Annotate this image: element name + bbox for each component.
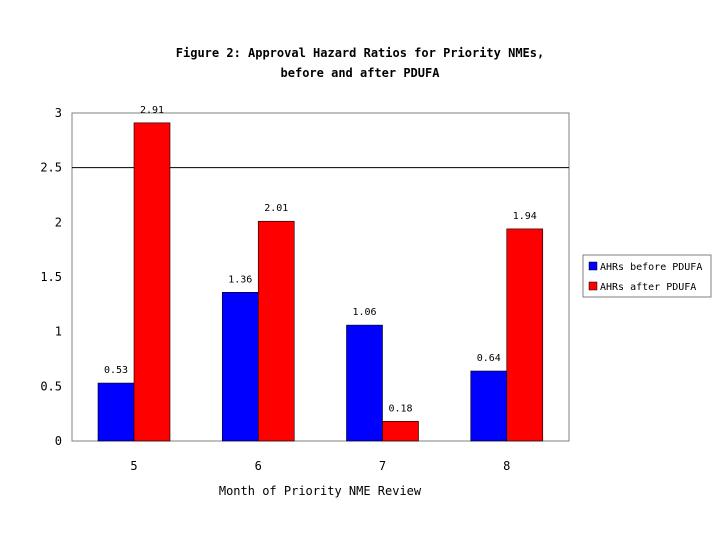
data-label-after-8: 1.94	[513, 211, 537, 222]
y-tick-label: 3	[55, 106, 62, 120]
y-tick-label: 1	[55, 325, 62, 339]
bars-layer	[97, 122, 544, 442]
chart-title-line-1: Figure 2: Approval Hazard Ratios for Pri…	[175, 46, 545, 60]
bar-after-8	[506, 228, 544, 442]
bar-after-6	[257, 220, 295, 442]
bar-before-6	[221, 292, 259, 442]
data-label-before-5: 0.53	[104, 365, 128, 376]
chart-title-line-2: before and after PDUFA	[280, 66, 440, 80]
legend-label-before: AHRs before PDUFA	[600, 262, 702, 273]
y-axis-ticks: 0 0.5 1 1.5 2 2.5 3	[40, 106, 62, 448]
bar-after-5	[133, 122, 171, 442]
y-tick-label: 2.5	[40, 161, 62, 175]
bar-before-8	[470, 370, 508, 442]
x-tick-label: 8	[503, 459, 510, 473]
data-label-after-5: 2.91	[140, 105, 164, 116]
y-tick-label: 0	[55, 434, 62, 448]
y-tick-label: 1.5	[40, 270, 62, 284]
bar-before-5	[97, 382, 135, 442]
x-tick-label: 5	[130, 459, 137, 473]
legend-label-after: AHRs after PDUFA	[600, 282, 696, 293]
data-label-before-7: 1.06	[352, 307, 376, 318]
x-tick-label: 6	[255, 459, 262, 473]
bar-before-7	[346, 324, 383, 442]
data-label-after-7: 0.18	[388, 403, 412, 414]
data-label-before-8: 0.64	[477, 353, 501, 364]
data-labels-layer: 0.53 2.91 1.36 2.01 1.06 0.18 0.64 1.94	[104, 105, 537, 414]
y-tick-label: 2	[55, 215, 62, 229]
data-label-after-6: 2.01	[264, 203, 288, 214]
legend: AHRs before PDUFA AHRs after PDUFA	[582, 254, 712, 298]
x-axis-ticks: 5 6 7 8	[130, 459, 510, 473]
x-tick-label: 7	[379, 459, 386, 473]
legend-swatch-before	[588, 261, 598, 271]
legend-box	[582, 254, 712, 298]
y-tick-label: 0.5	[40, 379, 62, 393]
chart-title: Figure 2: Approval Hazard Ratios for Pri…	[0, 43, 720, 83]
bar-after-7	[382, 421, 419, 442]
data-label-before-6: 1.36	[228, 274, 252, 285]
legend-swatch-after	[588, 281, 598, 291]
x-axis-label: Month of Priority NME Review	[219, 484, 422, 498]
